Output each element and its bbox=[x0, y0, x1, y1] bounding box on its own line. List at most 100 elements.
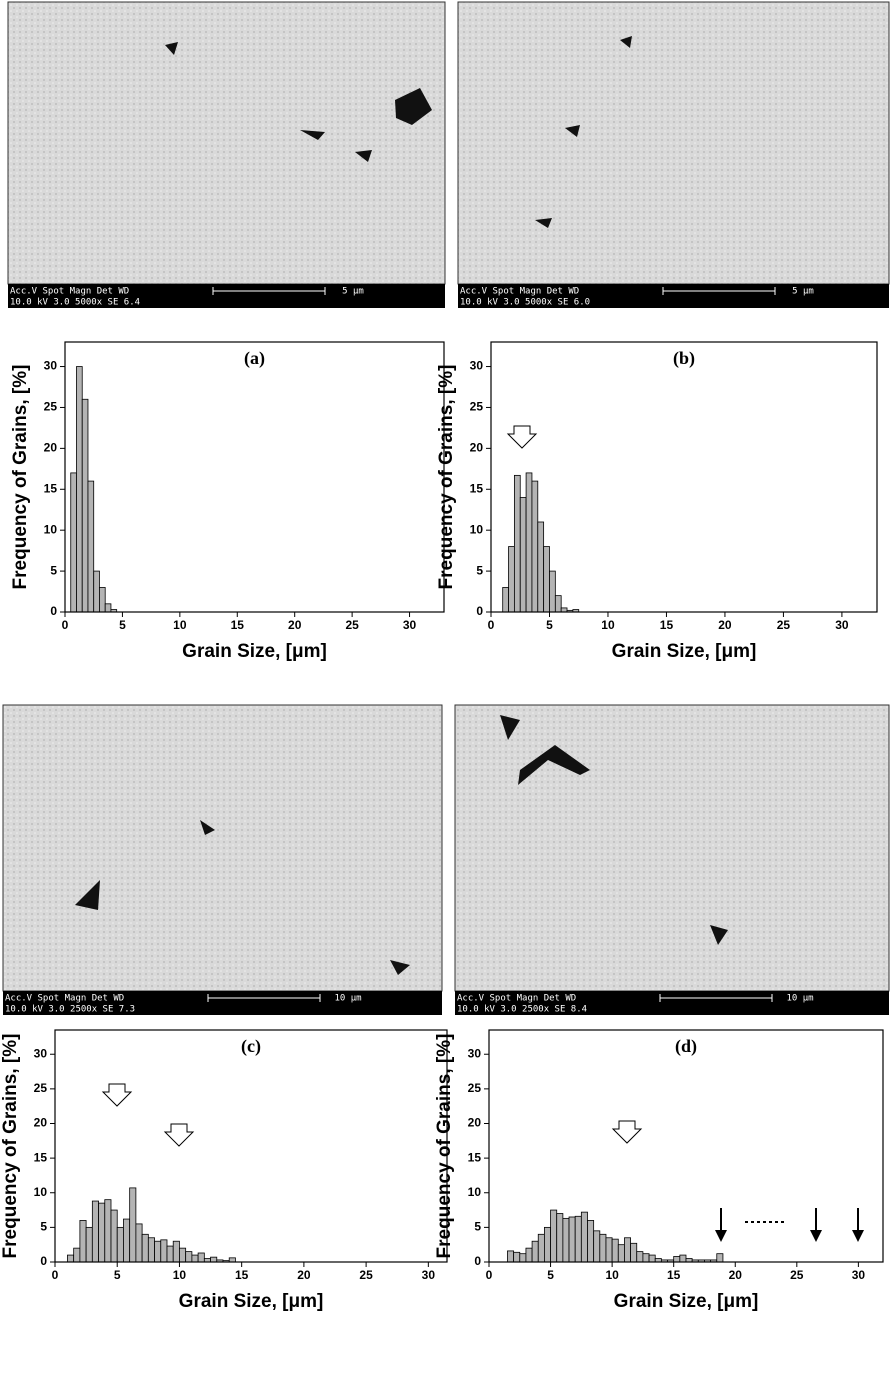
info-top: Acc.V Spot Magn Det WD bbox=[460, 287, 579, 297]
bar bbox=[135, 1223, 143, 1263]
bar bbox=[141, 1233, 149, 1263]
bar bbox=[642, 1253, 650, 1263]
arrow bbox=[506, 425, 538, 449]
y-tick-label: 10 bbox=[44, 522, 58, 536]
micrograph bbox=[7, 1, 446, 285]
bar bbox=[70, 472, 77, 613]
pore bbox=[300, 130, 325, 140]
pore bbox=[355, 150, 372, 162]
scale-label: 5 μm bbox=[342, 287, 364, 297]
y-tick-label: 10 bbox=[470, 522, 484, 536]
x-tick-label: 20 bbox=[288, 618, 302, 632]
y-tick-label: 25 bbox=[44, 400, 58, 414]
bar bbox=[87, 480, 95, 613]
bar bbox=[93, 570, 100, 613]
x-tick-label: 5 bbox=[119, 618, 126, 632]
bar bbox=[147, 1237, 155, 1263]
bar bbox=[129, 1187, 137, 1263]
info-top: Acc.V Spot Magn Det WD bbox=[5, 994, 124, 1004]
bar bbox=[98, 1202, 106, 1263]
bar bbox=[85, 1226, 93, 1263]
y-tick-label: 5 bbox=[50, 563, 57, 577]
info-bar bbox=[8, 284, 445, 308]
x-tick-label: 25 bbox=[345, 618, 359, 632]
bar bbox=[574, 1215, 582, 1263]
info-bar bbox=[3, 991, 442, 1015]
y-axis-label: Frequency of Grains, [%] bbox=[10, 365, 31, 590]
bar bbox=[79, 1220, 87, 1263]
pore bbox=[620, 36, 632, 48]
bar bbox=[537, 521, 545, 613]
bar bbox=[502, 587, 509, 613]
bar bbox=[617, 1244, 625, 1263]
info-bottom: 10.0 kV 3.0 2500x SE 8.4 bbox=[457, 1005, 587, 1015]
x-tick-label: 10 bbox=[605, 1268, 619, 1282]
y-tick-label: 10 bbox=[468, 1185, 482, 1199]
pore bbox=[500, 715, 520, 740]
pore bbox=[165, 42, 178, 55]
y-tick-label: 30 bbox=[468, 1046, 482, 1060]
bar bbox=[160, 1239, 168, 1263]
bar bbox=[648, 1254, 656, 1263]
bar bbox=[587, 1220, 595, 1263]
bar bbox=[81, 398, 89, 613]
arrow-head bbox=[715, 1230, 727, 1242]
bar bbox=[593, 1230, 601, 1263]
bar bbox=[519, 497, 527, 613]
bar bbox=[525, 472, 533, 613]
y-tick-label: 15 bbox=[34, 1150, 48, 1164]
bar bbox=[679, 1254, 687, 1263]
bar bbox=[67, 1254, 75, 1263]
scale-label: 5 μm bbox=[792, 287, 814, 297]
y-tick-label: 15 bbox=[470, 481, 484, 495]
y-axis-label: Frequency of Grains, [%] bbox=[436, 365, 457, 590]
pore bbox=[565, 125, 580, 137]
plot-frame bbox=[488, 1029, 884, 1263]
bar bbox=[73, 1247, 81, 1263]
x-tick-label: 0 bbox=[488, 618, 495, 632]
y-tick-label: 5 bbox=[474, 1220, 481, 1234]
bar bbox=[716, 1253, 724, 1263]
bar bbox=[210, 1256, 218, 1263]
x-tick-label: 5 bbox=[114, 1268, 121, 1282]
bar bbox=[525, 1247, 533, 1263]
bar bbox=[560, 607, 568, 613]
bar bbox=[605, 1237, 613, 1263]
y-tick-label: 25 bbox=[34, 1081, 48, 1095]
y-tick-label: 20 bbox=[468, 1116, 482, 1130]
x-axis-label: Grain Size, [μm] bbox=[182, 641, 327, 662]
bar bbox=[116, 1226, 124, 1263]
y-tick-label: 15 bbox=[468, 1150, 482, 1164]
bar bbox=[185, 1251, 193, 1263]
x-tick-label: 15 bbox=[235, 1268, 249, 1282]
bar bbox=[636, 1251, 644, 1263]
y-axis-label: Frequency of Grains, [%] bbox=[434, 1034, 455, 1259]
bar bbox=[544, 1226, 551, 1263]
bar bbox=[99, 587, 106, 613]
micrograph bbox=[454, 704, 890, 992]
bar bbox=[166, 1245, 174, 1263]
y-tick-label: 5 bbox=[40, 1220, 47, 1234]
y-tick-label: 25 bbox=[468, 1081, 482, 1095]
bar bbox=[154, 1240, 162, 1263]
pore bbox=[200, 820, 215, 835]
bar bbox=[630, 1242, 638, 1263]
bar bbox=[513, 1251, 521, 1263]
x-tick-label: 15 bbox=[667, 1268, 681, 1282]
x-tick-label: 25 bbox=[790, 1268, 804, 1282]
scale-label: 10 μm bbox=[334, 994, 361, 1004]
pore bbox=[518, 745, 590, 785]
bar bbox=[599, 1233, 607, 1263]
y-tick-label: 25 bbox=[470, 400, 484, 414]
bar bbox=[191, 1254, 199, 1263]
y-axis-label: Frequency of Grains, [%] bbox=[0, 1034, 21, 1259]
pore bbox=[710, 925, 728, 945]
y-tick-label: 0 bbox=[474, 1254, 481, 1268]
info-bar bbox=[455, 991, 889, 1015]
arrow-head bbox=[810, 1230, 822, 1242]
pore bbox=[390, 960, 410, 975]
x-tick-label: 5 bbox=[547, 1268, 554, 1282]
x-tick-label: 0 bbox=[486, 1268, 493, 1282]
bar bbox=[673, 1256, 681, 1263]
bar bbox=[624, 1237, 631, 1263]
